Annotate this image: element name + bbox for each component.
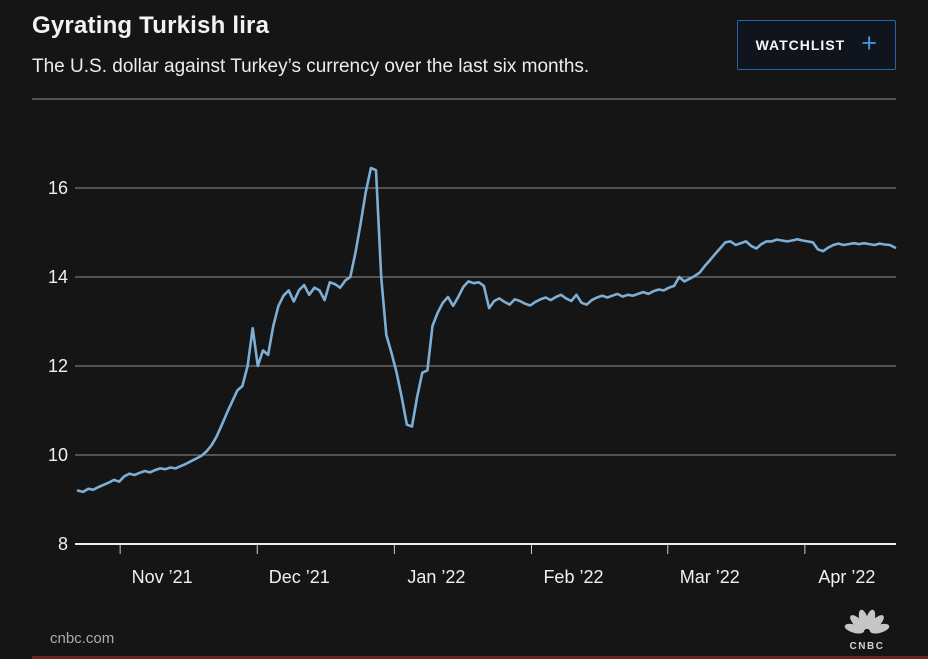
cnbc-logo-text: CNBC [850, 641, 885, 652]
y-axis-tick-label: 10 [48, 445, 68, 465]
source-link[interactable]: cnbc.com [50, 630, 115, 647]
x-axis-tick-label: Mar ’22 [680, 567, 740, 587]
watchlist-button[interactable]: WATCHLIST + [736, 20, 896, 70]
page-title: Gyrating Turkish lira [32, 12, 270, 39]
chart-subtitle: The U.S. dollar against Turkey’s currenc… [32, 56, 590, 77]
bottom-accent-bar [32, 656, 928, 659]
peacock-icon: CNBC [844, 609, 890, 652]
plus-icon: + [861, 28, 877, 58]
x-axis-tick-label: Dec ’21 [269, 567, 330, 587]
x-axis-tick-label: Feb ’22 [543, 567, 603, 587]
y-axis-tick-label: 16 [48, 178, 68, 198]
y-axis-tick-label: 14 [48, 267, 68, 287]
y-axis-tick-label: 12 [48, 356, 68, 376]
series-line [76, 166, 897, 494]
x-axis-tick-label: Apr ’22 [818, 567, 875, 587]
x-axis-tick-label: Jan ’22 [407, 567, 465, 587]
y-axis-tick-label: 8 [58, 534, 68, 554]
watchlist-button-label: WATCHLIST [755, 37, 846, 53]
cnbc-logo: CNBC [839, 606, 895, 657]
x-axis-tick-label: Nov ’21 [132, 567, 193, 587]
